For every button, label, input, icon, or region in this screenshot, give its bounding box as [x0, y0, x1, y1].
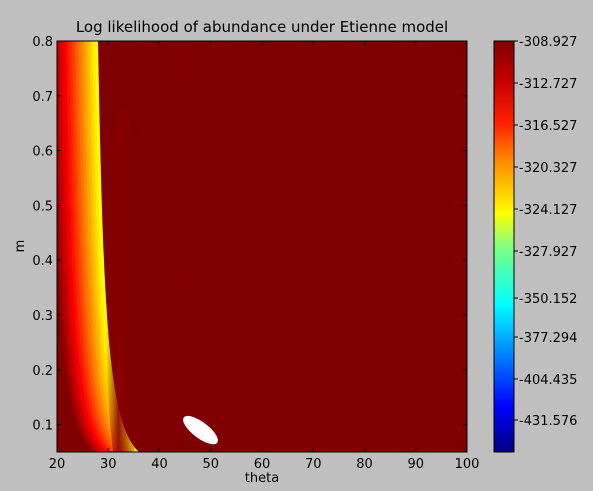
colorbar: -308.927 -312.727 -316.527 -320.327 -324.127… — [493, 35, 577, 453]
likelihood-ridge — [105, 108, 142, 452]
x-tick-label: 20 — [49, 457, 66, 472]
x-tick-label: 50 — [202, 457, 219, 472]
maximum-likelihood-region — [183, 415, 218, 445]
x-tick-label: 80 — [356, 457, 373, 472]
x-axis: 20 30 40 50 60 70 80 90 100 — [49, 41, 480, 472]
y-axis-label: m — [13, 240, 28, 253]
y-tick-label: 0.3 — [32, 309, 53, 324]
contour-band-left — [57, 41, 99, 452]
y-tick-label: 0.5 — [32, 199, 53, 214]
contour-band-right — [179, 41, 467, 452]
y-tick-label: 0.7 — [32, 90, 53, 105]
x-tick-label: 70 — [305, 457, 322, 472]
contour-fill — [57, 41, 467, 452]
y-tick-label: 0.4 — [32, 254, 53, 269]
colorbar-tick-label: -327.927 — [519, 245, 577, 260]
y-tick-label: 0.8 — [32, 35, 53, 50]
colorbar-tick-label: -308.927 — [519, 35, 577, 50]
y-tick-label: 0.1 — [32, 419, 53, 434]
colorbar-tick-label: -404.435 — [519, 373, 577, 388]
chart-title: Log likelihood of abundance under Etienn… — [76, 18, 448, 36]
y-tick-label: 0.6 — [32, 145, 53, 160]
colorbar-tick-label: -431.576 — [519, 414, 577, 429]
y-axis: 0.1 0.2 0.3 0.4 0.5 0.6 0.7 0.8 — [32, 35, 467, 434]
x-tick-label: 100 — [455, 457, 480, 472]
x-tick-label: 40 — [151, 457, 168, 472]
y-tick-label: 0.2 — [32, 364, 53, 379]
x-tick-label: 90 — [407, 457, 424, 472]
contour-band-left — [57, 240, 93, 452]
x-axis-label: theta — [245, 471, 279, 486]
colorbar-tick-label: -350.152 — [519, 292, 577, 307]
colorbar-ticks: -308.927 -312.727 -316.527 -320.327 -324.127… — [514, 35, 577, 429]
x-tick-label: 60 — [254, 457, 271, 472]
colorbar-gradient — [493, 40, 515, 453]
colorbar-tick-label: -312.727 — [519, 77, 577, 92]
colorbar-tick-label: -377.294 — [519, 331, 577, 346]
colorbar-tick-label: -324.127 — [519, 203, 577, 218]
colorbar-tick-label: -320.327 — [519, 161, 577, 176]
plot-area — [56, 40, 468, 453]
colorbar-tick-label: -316.527 — [519, 119, 577, 134]
x-tick-label: 30 — [100, 457, 117, 472]
